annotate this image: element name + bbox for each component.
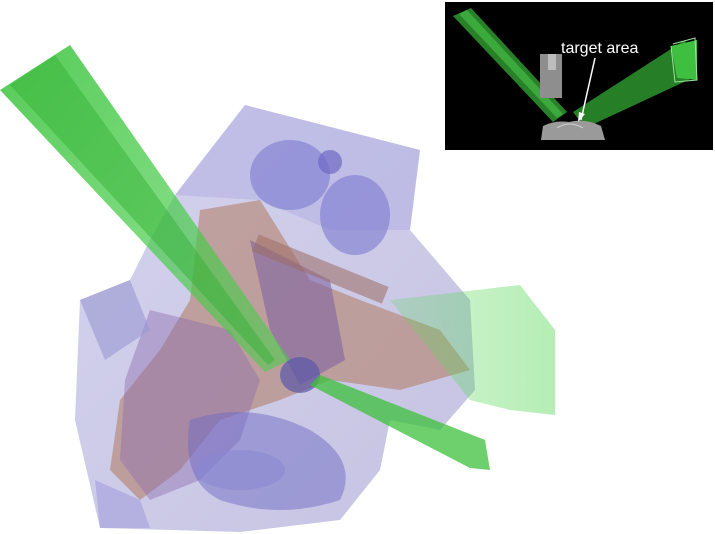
inset-cross-section-view: target area bbox=[445, 2, 713, 150]
target-area-label: target area bbox=[561, 40, 639, 57]
scatter-beam-fan bbox=[390, 285, 555, 415]
secondary-beam bbox=[310, 375, 490, 470]
primary-beam bbox=[0, 45, 290, 372]
inset-graphic bbox=[453, 8, 698, 140]
